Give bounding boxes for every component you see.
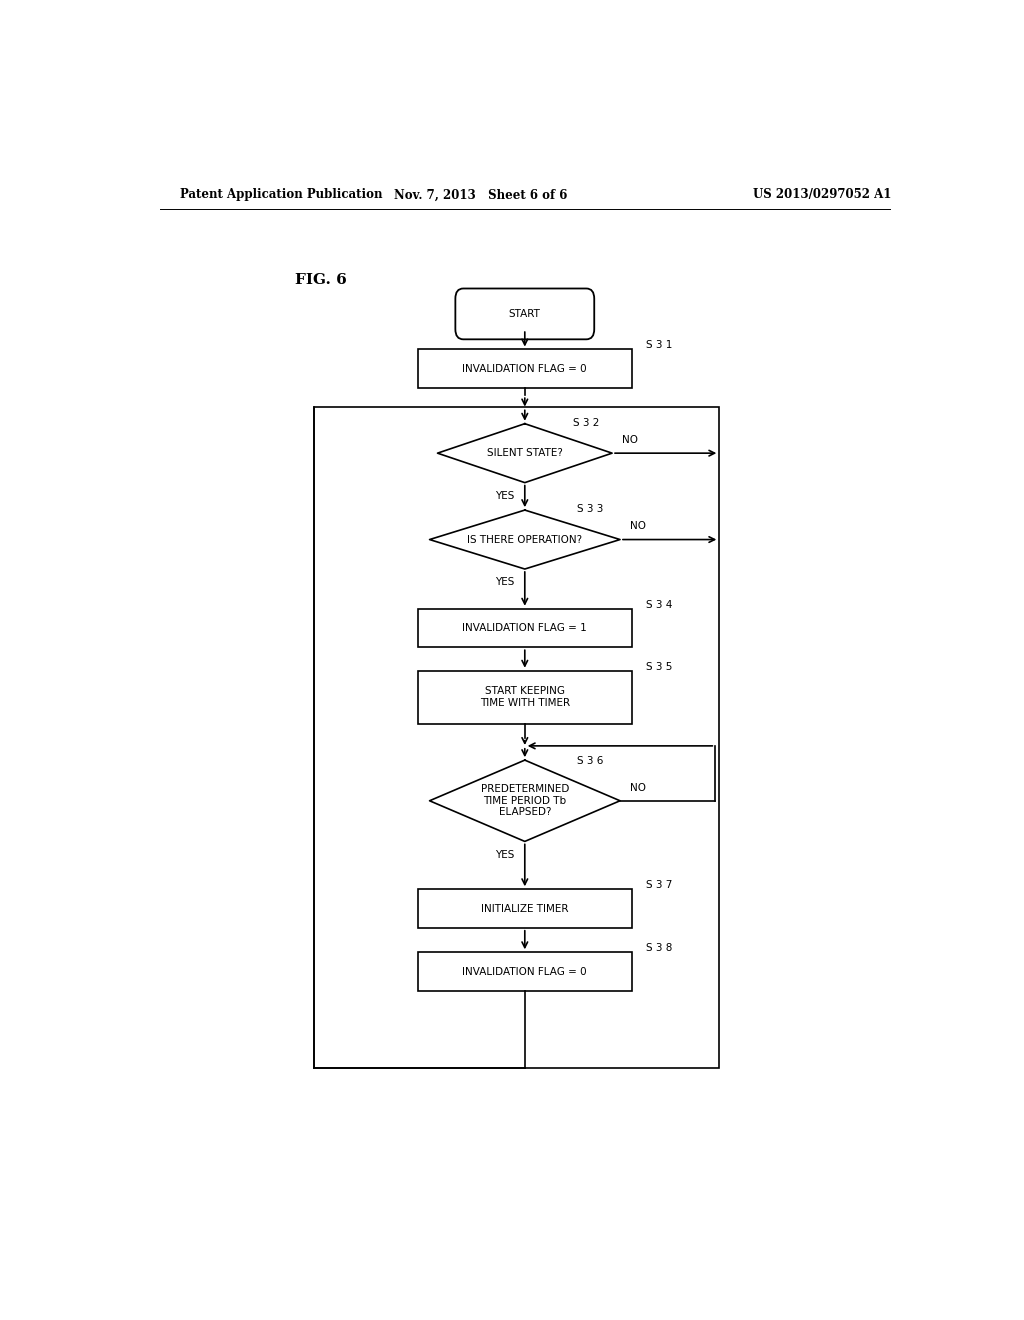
Text: Patent Application Publication: Patent Application Publication <box>179 189 382 202</box>
Text: INVALIDATION FLAG = 0: INVALIDATION FLAG = 0 <box>463 966 587 977</box>
Polygon shape <box>430 510 620 569</box>
Text: US 2013/0297052 A1: US 2013/0297052 A1 <box>754 189 892 202</box>
Text: NO: NO <box>622 436 638 445</box>
Bar <box>418 952 632 991</box>
Text: S 3 7: S 3 7 <box>646 880 673 890</box>
Text: S 3 4: S 3 4 <box>646 599 673 610</box>
Text: FIG. 6: FIG. 6 <box>295 273 346 288</box>
Bar <box>418 609 632 647</box>
Text: YES: YES <box>496 491 515 500</box>
Polygon shape <box>437 424 612 483</box>
Text: INVALIDATION FLAG = 1: INVALIDATION FLAG = 1 <box>463 623 587 634</box>
Text: S 3 1: S 3 1 <box>646 341 673 350</box>
Text: S 3 6: S 3 6 <box>578 756 603 766</box>
Text: Nov. 7, 2013   Sheet 6 of 6: Nov. 7, 2013 Sheet 6 of 6 <box>394 189 568 202</box>
Text: YES: YES <box>496 577 515 587</box>
Bar <box>418 350 632 388</box>
Text: START: START <box>509 309 541 319</box>
Text: YES: YES <box>496 850 515 859</box>
Text: IS THERE OPERATION?: IS THERE OPERATION? <box>467 535 583 545</box>
FancyBboxPatch shape <box>456 289 594 339</box>
Text: INITIALIZE TIMER: INITIALIZE TIMER <box>481 903 568 913</box>
Text: S 3 2: S 3 2 <box>572 418 599 428</box>
Text: INVALIDATION FLAG = 0: INVALIDATION FLAG = 0 <box>463 364 587 374</box>
Text: START KEEPING
TIME WITH TIMER: START KEEPING TIME WITH TIMER <box>479 686 570 708</box>
Text: NO: NO <box>630 521 645 532</box>
Text: SILENT STATE?: SILENT STATE? <box>486 449 563 458</box>
Text: PREDETERMINED
TIME PERIOD Tb
ELAPSED?: PREDETERMINED TIME PERIOD Tb ELAPSED? <box>480 784 569 817</box>
Bar <box>418 671 632 723</box>
Text: S 3 5: S 3 5 <box>646 661 673 672</box>
Bar <box>418 890 632 928</box>
Polygon shape <box>430 760 620 841</box>
Text: S 3 3: S 3 3 <box>578 504 603 515</box>
Text: NO: NO <box>630 783 645 792</box>
Text: S 3 8: S 3 8 <box>646 944 673 953</box>
Bar <box>314 408 719 1068</box>
